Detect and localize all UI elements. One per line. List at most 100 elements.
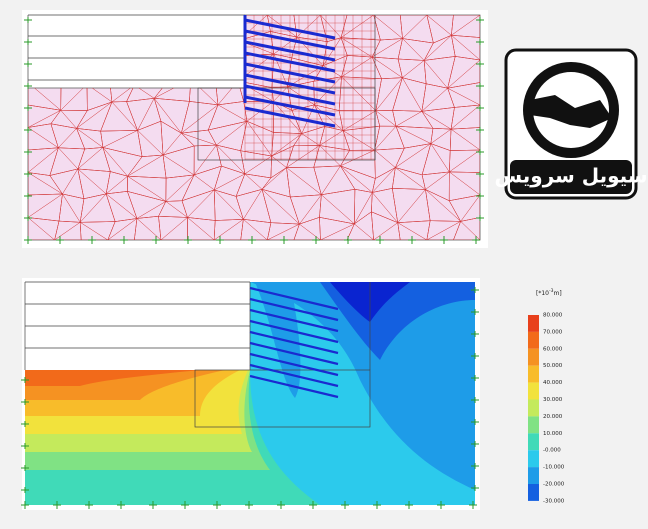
anchor (249, 297, 339, 322)
fixity (309, 501, 317, 509)
anchor (244, 40, 336, 62)
legend-label: 70.000 (543, 329, 563, 335)
fixity (440, 236, 448, 244)
fixity (277, 501, 285, 509)
fixity (476, 61, 484, 67)
fixity (53, 501, 61, 509)
anchor (249, 308, 339, 333)
fixity (24, 105, 32, 111)
fixity (471, 485, 479, 491)
legend-swatch (528, 467, 539, 484)
fixity (184, 236, 192, 244)
unit: [*10 (536, 290, 549, 297)
fixity (21, 465, 29, 471)
fixity (24, 193, 32, 199)
fixity (376, 236, 384, 244)
anchor (244, 62, 336, 84)
legend-swatch (528, 382, 539, 400)
legend-label: -20.000 (543, 482, 565, 488)
legend-swatch (528, 315, 539, 332)
legend-label: -0.000 (543, 448, 561, 454)
fixity (21, 421, 29, 427)
fixity (152, 236, 160, 244)
fixity (149, 501, 157, 509)
fixity (85, 501, 93, 509)
fixity (476, 215, 484, 221)
anchor (244, 106, 336, 128)
anchor (249, 352, 339, 377)
legend-label: 20.000 (543, 414, 563, 420)
fixity (476, 193, 484, 199)
fixity (213, 501, 221, 509)
fixity (476, 17, 484, 23)
fixity (471, 419, 479, 425)
fixity (472, 236, 480, 244)
legend-swatch (528, 365, 539, 383)
excavation-lines (24, 281, 371, 428)
fixity (21, 501, 29, 509)
anchor (249, 374, 339, 399)
fixity (476, 149, 484, 155)
legend-swatch (528, 348, 539, 366)
fixity (471, 309, 479, 315)
fixity (24, 236, 32, 244)
excavation-lines (27, 14, 376, 161)
legend-label: 50.000 (543, 363, 563, 369)
fixity (245, 501, 253, 509)
fixity (469, 501, 477, 509)
fixity (24, 39, 32, 45)
legend-label: -30.000 (543, 498, 565, 504)
fixity (471, 287, 479, 293)
anchor (249, 319, 339, 344)
fixity (24, 61, 32, 67)
fixity (471, 331, 479, 337)
fixity (373, 501, 381, 509)
fixity (24, 17, 32, 23)
anchor (244, 84, 336, 106)
legend-label: 10.000 (543, 431, 563, 437)
legend-swatch (528, 433, 539, 451)
fixity (471, 463, 479, 469)
unit: m] (553, 290, 561, 297)
fixity (471, 375, 479, 381)
legend-label: 60.000 (543, 346, 563, 352)
fixity (117, 501, 125, 509)
anchor (244, 95, 336, 117)
legend-swatch (528, 450, 539, 468)
fixity (248, 236, 256, 244)
legend-unit: [*10-3m] (536, 288, 562, 297)
fixity (21, 487, 29, 493)
anchor (249, 330, 339, 355)
legend-label: 80.000 (543, 313, 563, 319)
fixity (24, 83, 32, 89)
fixity (24, 149, 32, 155)
anchor (249, 286, 339, 311)
legend-label: 30.000 (543, 397, 563, 403)
fixity (471, 397, 479, 403)
anchor (249, 341, 339, 366)
fixity (181, 501, 189, 509)
fixity (21, 377, 29, 383)
unit-exp: -3 (549, 288, 554, 294)
legend-label: 40.000 (543, 380, 563, 386)
fixity (344, 236, 352, 244)
fixity (408, 236, 416, 244)
fixity (120, 236, 128, 244)
logo-text: سیویل سرویس (494, 164, 647, 188)
fixity (476, 83, 484, 89)
fixity (476, 171, 484, 177)
fixity (24, 171, 32, 177)
legend-swatch (528, 331, 539, 349)
legend-swatch (528, 416, 539, 434)
fixity (312, 236, 320, 244)
anchor (244, 73, 336, 95)
fixity (476, 105, 484, 111)
fixity (21, 443, 29, 449)
fixity (280, 236, 288, 244)
logo: سیویل سرویس (494, 48, 648, 200)
anchor (249, 363, 339, 388)
fixity (88, 236, 96, 244)
fixity (216, 236, 224, 244)
